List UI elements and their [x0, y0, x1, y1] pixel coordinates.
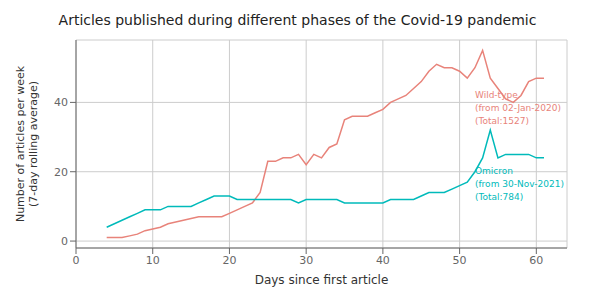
svg-text:Omicron(from 30-Nov-2021)(Tota: Omicron(from 30-Nov-2021)(Total:784): [475, 166, 564, 202]
html-text:Articles published during diff: Articles published during different phas…: [58, 12, 537, 28]
svg-text:50: 50: [453, 254, 467, 267]
svg-text:0: 0: [61, 235, 68, 248]
svg-text:30: 30: [299, 254, 313, 267]
svg-text:Days since first article: Days since first article: [255, 273, 389, 287]
svg-text:40: 40: [376, 254, 390, 267]
svg-text:20: 20: [222, 254, 236, 267]
svg-text:0: 0: [73, 254, 80, 267]
svg-text:20: 20: [54, 166, 68, 179]
svg-text:60: 60: [529, 254, 543, 267]
svg-text:10: 10: [146, 254, 160, 267]
svg-text:Number of articles per week(7-: Number of articles per week(7-day rollin…: [14, 65, 40, 222]
svg-text:40: 40: [54, 96, 68, 109]
svg-text:Wild-type(from 02-Jan-2020)(To: Wild-type(from 02-Jan-2020)(Total:1527): [475, 90, 561, 126]
